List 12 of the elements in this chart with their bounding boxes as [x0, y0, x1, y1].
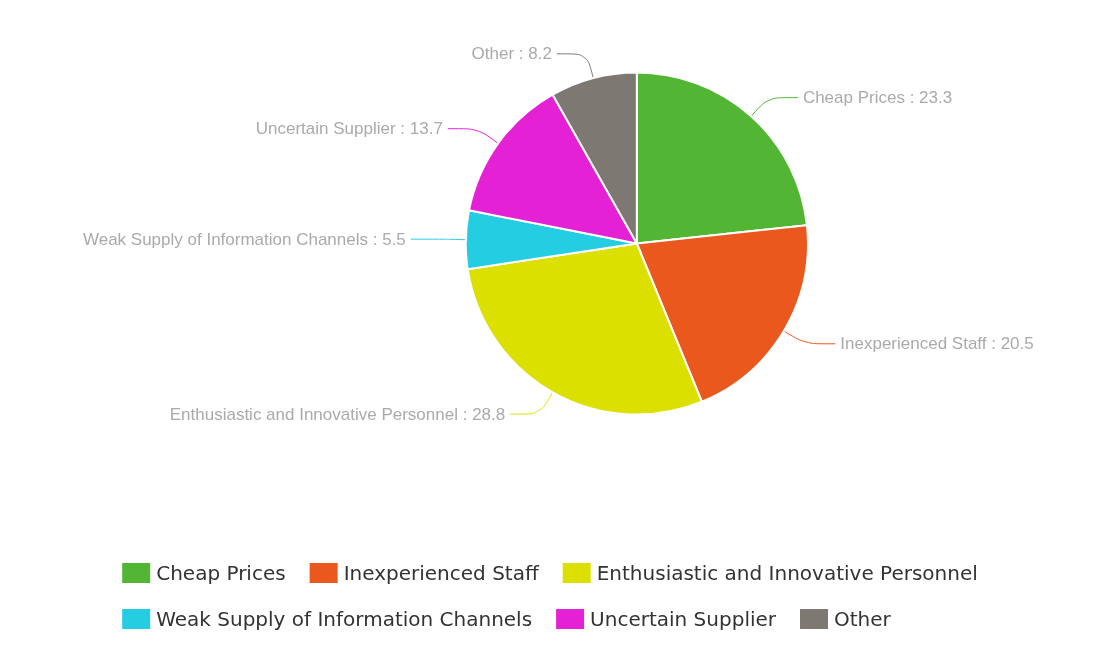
data-label: Inexperienced Staff : 20.5: [840, 334, 1034, 354]
legend-label: Enthusiastic and Innovative Personnel: [596, 561, 978, 585]
data-label: Other : 8.2: [471, 44, 552, 64]
data-label: Enthusiastic and Innovative Personnel : 28.8: [169, 404, 506, 424]
legend-label: Weak Supply of Information Channels: [156, 607, 533, 631]
legend-label: Uncertain Supplier: [590, 607, 777, 631]
data-label: Weak Supply of Information Channels : 5.5: [82, 229, 406, 249]
legend-label: Other: [834, 607, 892, 631]
legend-label: Cheap Prices: [156, 561, 286, 585]
legend-label: Inexperienced Staff: [343, 561, 540, 585]
data-label: Cheap Prices : 23.3: [802, 88, 953, 108]
data-label: Uncertain Supplier : 13.7: [255, 119, 443, 139]
